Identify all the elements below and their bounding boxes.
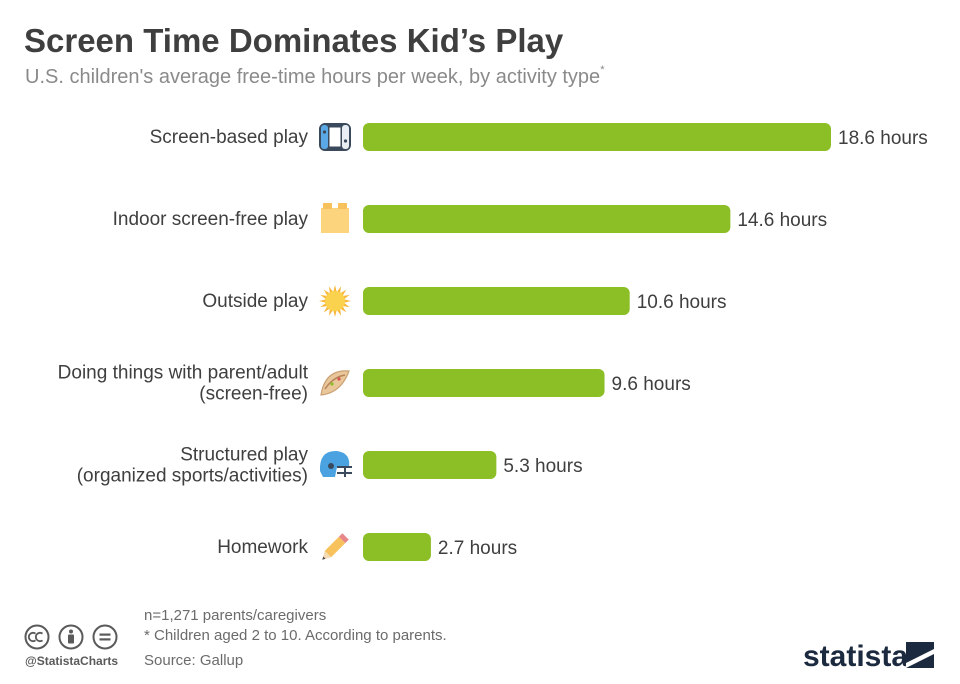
- statista-handle: @StatistaCharts: [25, 654, 119, 668]
- subtitle-footnote-mark: *: [600, 64, 605, 76]
- bar: [363, 123, 831, 151]
- chart-title: Screen Time Dominates Kid’s Play: [24, 22, 564, 59]
- bar: [363, 451, 497, 479]
- statista-logo-mark-icon: [906, 642, 934, 668]
- age-note: * Children aged 2 to 10. According to pa…: [144, 627, 447, 644]
- cc-icon: [24, 624, 50, 650]
- toy-block-icon: [321, 203, 349, 233]
- chart-subtitle: U.S. children's average free-time hours …: [25, 64, 605, 89]
- subtitle-text: U.S. children's average free-time hours …: [25, 66, 601, 88]
- logo-text: statista: [803, 640, 908, 672]
- taco-icon: [320, 370, 350, 396]
- category-label: Doing things with parent/adult (screen-fr…: [58, 363, 309, 405]
- value-label: 18.6 hours: [838, 128, 928, 149]
- category-label: Structured play (organized sports/activit…: [77, 445, 309, 487]
- creative-commons-icons: [24, 624, 118, 650]
- football-helmet-icon: [319, 450, 352, 477]
- game-controller-icon: [319, 123, 351, 151]
- category-label: Indoor screen-free play: [113, 209, 309, 230]
- statista-logo[interactable]: statista: [803, 638, 938, 672]
- pencil-icon: [322, 533, 349, 560]
- no-derivatives-icon: [92, 624, 118, 650]
- source-note: Source: Gallup: [144, 652, 244, 669]
- bar-chart: Screen-based play 18.6 hours Indoor screen…: [58, 123, 928, 561]
- category-label: Screen-based play: [150, 127, 309, 148]
- value-label: 9.6 hours: [612, 374, 691, 395]
- value-label: 2.7 hours: [438, 538, 517, 559]
- bar: [363, 205, 731, 233]
- bar: [363, 369, 605, 397]
- bar: [363, 287, 630, 315]
- value-label: 10.6 hours: [637, 292, 727, 313]
- value-label: 5.3 hours: [503, 456, 582, 477]
- bar: [363, 533, 431, 561]
- value-label: 14.6 hours: [737, 210, 827, 231]
- sun-icon: [319, 285, 351, 317]
- category-label: Homework: [217, 537, 308, 558]
- sample-note: n=1,271 parents/caregivers: [144, 607, 327, 624]
- category-label: Outside play: [202, 291, 308, 312]
- attribution-icon: [58, 624, 84, 650]
